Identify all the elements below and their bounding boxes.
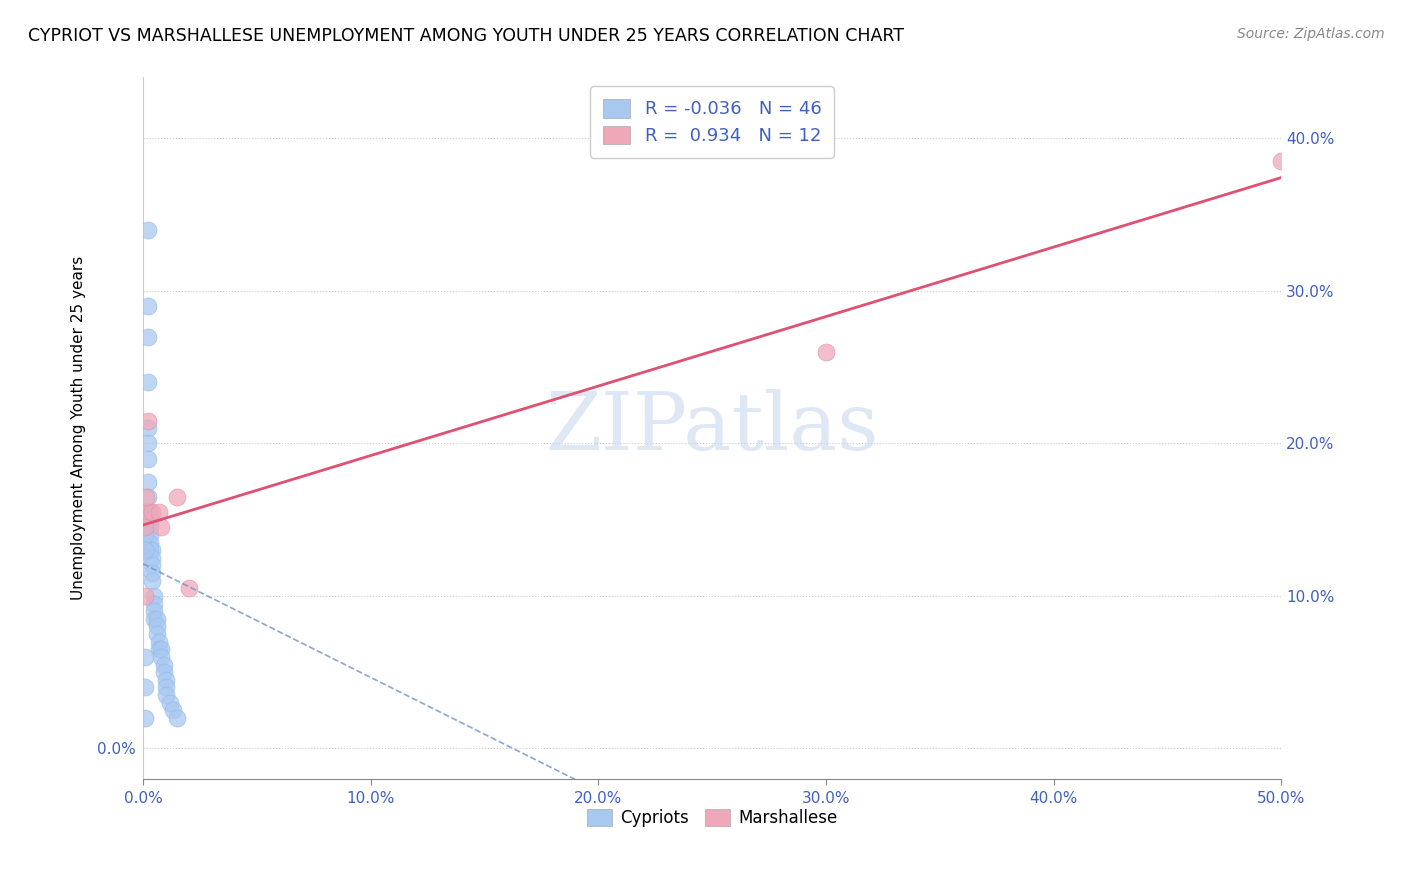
- Point: [134, 711, 156, 725]
- Point: [136, 299, 159, 313]
- Point: [139, 513, 162, 527]
- Point: [134, 505, 156, 519]
- Point: [177, 582, 200, 596]
- Point: [139, 543, 162, 558]
- Point: [136, 376, 159, 390]
- Point: [136, 436, 159, 450]
- Point: [166, 711, 188, 725]
- Point: [139, 505, 162, 519]
- Point: [150, 642, 173, 657]
- Point: [143, 604, 166, 618]
- Point: [136, 223, 159, 237]
- Point: [155, 681, 177, 695]
- Point: [141, 505, 163, 519]
- Point: [150, 520, 173, 534]
- Point: [155, 673, 177, 687]
- Point: [139, 520, 162, 534]
- Text: CYPRIOT VS MARSHALLESE UNEMPLOYMENT AMONG YOUTH UNDER 25 YEARS CORRELATION CHART: CYPRIOT VS MARSHALLESE UNEMPLOYMENT AMON…: [28, 27, 904, 45]
- Point: [145, 612, 167, 626]
- Point: [134, 649, 156, 664]
- Point: [134, 589, 156, 603]
- Point: [166, 490, 188, 504]
- Point: [152, 665, 174, 680]
- Point: [141, 574, 163, 588]
- Point: [136, 475, 159, 489]
- Point: [141, 566, 163, 580]
- Point: [136, 329, 159, 343]
- Point: [143, 597, 166, 611]
- Point: [145, 627, 167, 641]
- Point: [815, 345, 838, 359]
- Point: [148, 642, 170, 657]
- Point: [136, 413, 159, 427]
- Point: [162, 703, 184, 717]
- Point: [155, 688, 177, 702]
- Point: [145, 619, 167, 633]
- Legend: Cypriots, Marshallese: Cypriots, Marshallese: [579, 802, 845, 834]
- Point: [135, 490, 157, 504]
- Point: [134, 543, 156, 558]
- Y-axis label: Unemployment Among Youth under 25 years: Unemployment Among Youth under 25 years: [72, 256, 86, 600]
- Text: ZIPatlas: ZIPatlas: [546, 389, 879, 467]
- Point: [136, 490, 159, 504]
- Point: [134, 505, 156, 519]
- Point: [136, 451, 159, 466]
- Point: [148, 634, 170, 648]
- Point: [139, 528, 162, 542]
- Point: [134, 520, 156, 534]
- Point: [148, 505, 170, 519]
- Point: [141, 543, 163, 558]
- Point: [143, 589, 166, 603]
- Point: [141, 550, 163, 565]
- Point: [139, 535, 162, 549]
- Point: [134, 528, 156, 542]
- Point: [136, 421, 159, 435]
- Point: [143, 612, 166, 626]
- Point: [150, 649, 173, 664]
- Point: [152, 657, 174, 672]
- Point: [159, 696, 181, 710]
- Point: [136, 505, 159, 519]
- Point: [1270, 154, 1292, 169]
- Point: [141, 558, 163, 573]
- Text: Source: ZipAtlas.com: Source: ZipAtlas.com: [1237, 27, 1385, 41]
- Point: [134, 681, 156, 695]
